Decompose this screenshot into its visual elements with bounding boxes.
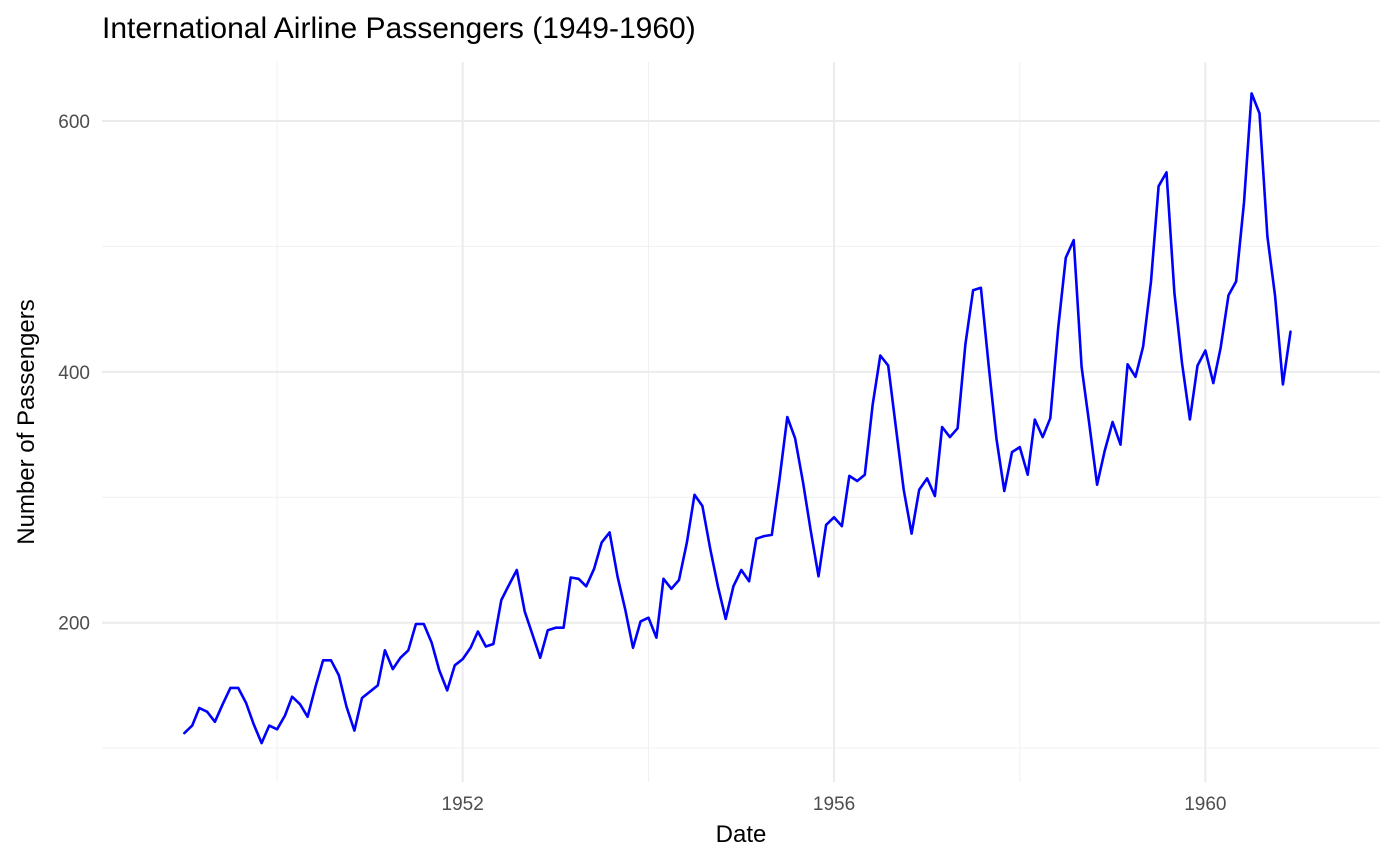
y-tick-label: 400 xyxy=(58,363,90,384)
y-tick-label: 200 xyxy=(58,614,90,635)
y-axis-title: Number of Passengers xyxy=(13,299,40,544)
x-tick-label: 1956 xyxy=(813,794,855,815)
chart-title: International Airline Passengers (1949-1… xyxy=(102,12,696,45)
x-axis-title: Date xyxy=(716,821,767,848)
y-tick-label: 600 xyxy=(58,112,90,133)
series-line xyxy=(183,92,1292,745)
x-tick-label: 1960 xyxy=(1184,794,1226,815)
x-tick-label: 1952 xyxy=(442,794,484,815)
